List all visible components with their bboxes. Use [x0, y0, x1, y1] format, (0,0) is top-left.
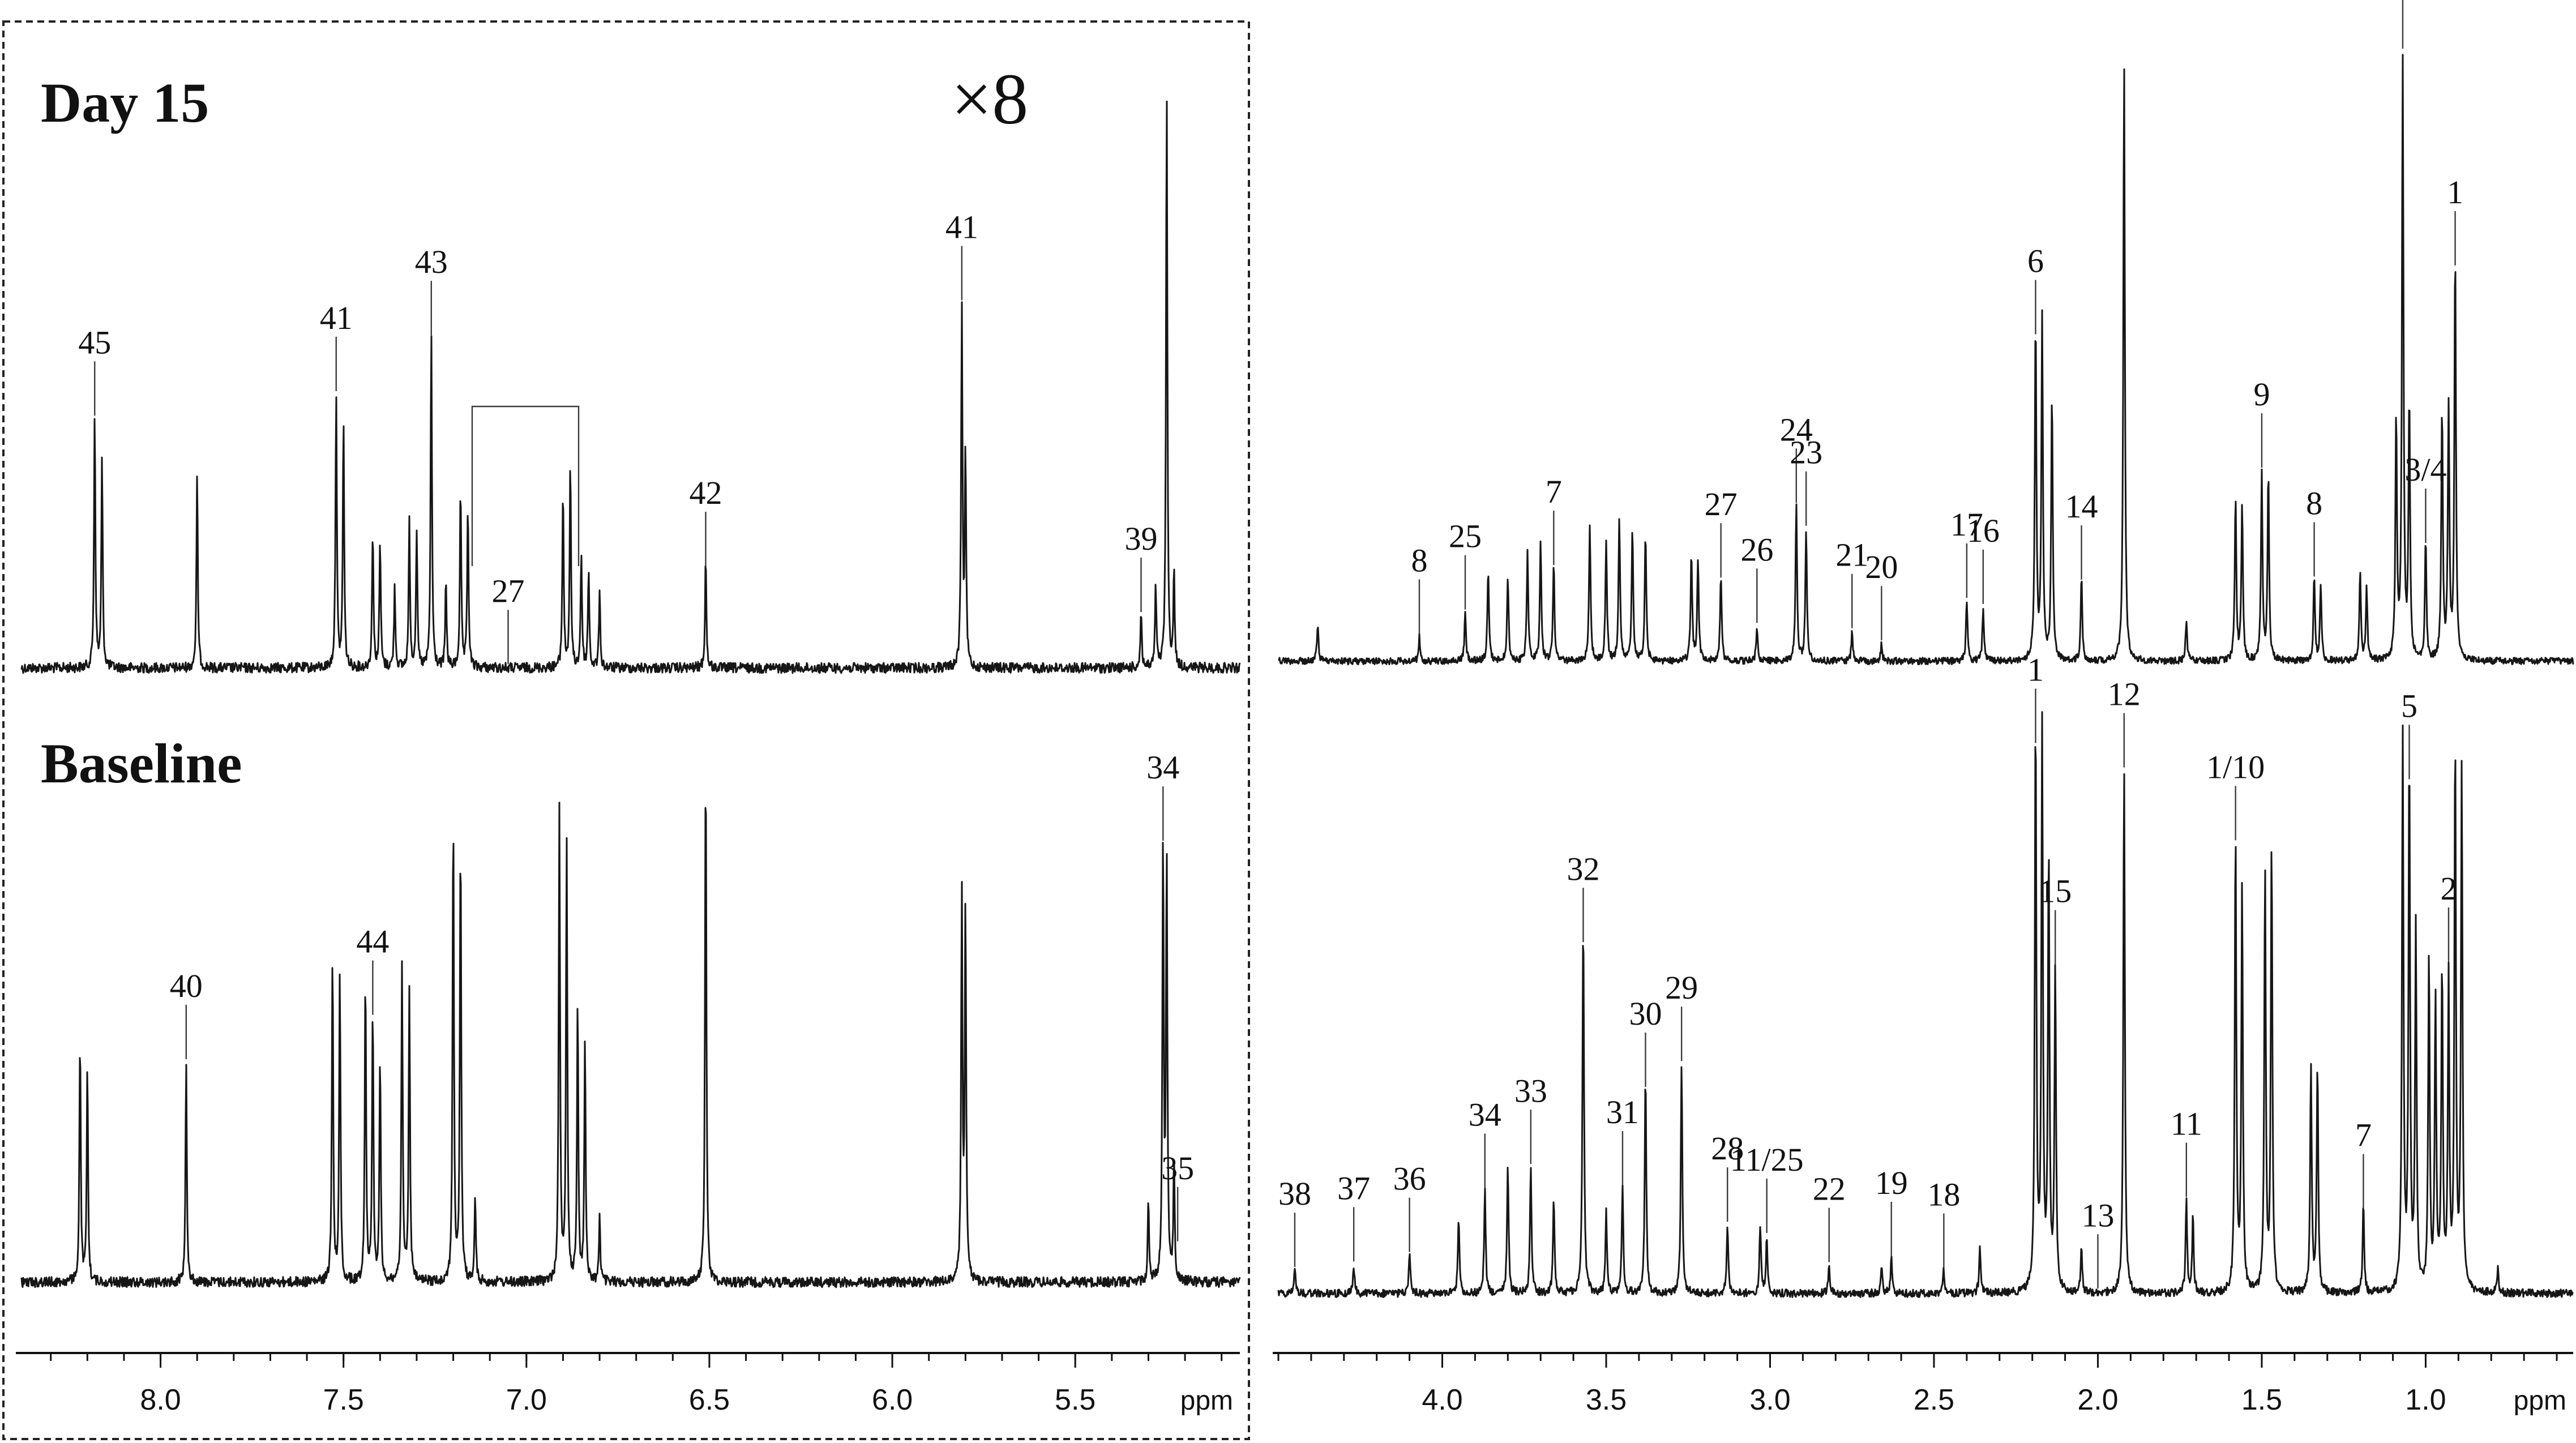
axes-layer: 8.0 7.5 7.0 6.5 6.0 5.5 ppm 4.0 3.5 3.0 2.5 2.0 1.5 1…: [16, 1352, 2573, 1416]
right-baseline-peak-label-10: 11/25: [1730, 1141, 1804, 1178]
right-baseline-peak-label-21: 5: [2401, 687, 2417, 724]
right-baseline-peak-label-18: 11: [2171, 1106, 2202, 1142]
right-tick-label-4: 2.0: [2077, 1384, 2118, 1416]
right-day15-peak-label-9: 17: [1950, 506, 1983, 543]
right-baseline-peak-label-17: 12: [2108, 676, 2141, 713]
right-day15-peak-label-6: 23: [1790, 434, 1822, 471]
right-baseline-peak-label-8: 29: [1665, 969, 1698, 1006]
left-baseline-peak-label-3: 35: [1161, 1150, 1194, 1187]
right-baseline-peak-label-9: 28: [1711, 1130, 1744, 1167]
left-day15-peak-label-2: 43: [415, 243, 448, 280]
right-day15-peak-label-4: 26: [1740, 531, 1773, 568]
right-baseline-peak-label-14: 1: [2027, 652, 2044, 688]
right-day15-peak-label-2: 7: [1546, 473, 1562, 510]
left-day15-peak-label-6: 39: [1125, 520, 1158, 557]
left-day15-peak-label-1: 41: [320, 299, 353, 336]
right-baseline-peak-label-20: 7: [2355, 1117, 2372, 1154]
left-tick-label-5: 5.5: [1055, 1384, 1096, 1416]
right-day15-peak-label-17: 1: [2447, 174, 2463, 211]
right-day15-peak-label-11: 6: [2027, 242, 2044, 279]
left-baseline-title: Baseline: [41, 732, 242, 795]
right-baseline-peak-label-16: 13: [2081, 1197, 2114, 1234]
left-day15-peak-label-5: 41: [945, 209, 978, 246]
right-baseline-peak-label-2: 36: [1393, 1161, 1426, 1197]
left-tick-label-0: 8.0: [140, 1384, 181, 1416]
left-bracket-27: [471, 405, 580, 566]
right-day15-peak-label-12: 14: [2065, 488, 2098, 525]
right-baseline-peak-label-4: 33: [1514, 1072, 1547, 1109]
right-day15-peak-label-8: 20: [1865, 549, 1898, 585]
right-baseline-peak-label-22: 2: [2440, 870, 2457, 907]
right-day15-peak-label-0: 8: [1411, 542, 1427, 579]
right-tick-label-5: 1.5: [2241, 1384, 2282, 1416]
left-day15-title: Day 15: [41, 71, 209, 134]
right-baseline-peak-label-3: 34: [1469, 1096, 1501, 1133]
left-baseline-peak-label-0: 40: [170, 967, 203, 1004]
right-tick-label-1: 3.5: [1586, 1384, 1627, 1416]
left-day15-peak-label-4: 42: [689, 474, 722, 511]
right-tick-label-6: 1.0: [2405, 1384, 2446, 1416]
right-baseline-peak-label-11: 22: [1813, 1170, 1846, 1207]
right-baseline-peak-label-19: 1/10: [2206, 748, 2265, 785]
right-baseline-peak-label-7: 30: [1629, 995, 1662, 1032]
left-axis-unit-label: ppm: [1180, 1386, 1233, 1416]
right-baseline-peak-label-15: 15: [2039, 873, 2072, 910]
left-tick-label-2: 7.0: [506, 1384, 547, 1416]
right-day15-peak-label-16: 3/4: [2404, 451, 2446, 488]
right-day15-peak-label-14: 8: [2306, 485, 2322, 522]
left-tick-label-1: 7.5: [323, 1384, 364, 1416]
left-day15-peak-label-0: 45: [78, 324, 111, 361]
right-day15-peak-label-7: 21: [1835, 537, 1868, 573]
left-day15-peak-label-3: 27: [492, 572, 525, 609]
right-baseline-peak-label-5: 32: [1567, 850, 1599, 887]
left-panel-dashed-frame: [2, 20, 1250, 1440]
left-baseline-peak-label-2: 34: [1146, 749, 1179, 786]
right-day15-peak-label-13: 9: [2253, 376, 2270, 413]
right-baseline-peak-label-6: 31: [1606, 1094, 1639, 1131]
right-baseline-peak-label-12: 19: [1875, 1164, 1908, 1201]
right-day15-peak-label-1: 25: [1449, 518, 1482, 555]
right-day15-peak-label-10: 16: [1967, 512, 2000, 549]
right-axis-unit-label: ppm: [2514, 1386, 2566, 1416]
right-day15-peak-label-5: 24: [1780, 411, 1813, 448]
left-tick-label-3: 6.5: [689, 1384, 730, 1416]
right-tick-label-0: 4.0: [1422, 1384, 1462, 1416]
spectra-layer: [20, 54, 2574, 1298]
left-baseline-peak-label-1: 44: [356, 923, 389, 960]
right-baseline-peak-label-0: 38: [1278, 1175, 1311, 1212]
right-baseline-peak-label-1: 37: [1337, 1170, 1370, 1206]
right-day15-peak-label-3: 27: [1705, 486, 1738, 523]
left-spectrum-day15: [20, 100, 1241, 674]
left-spectrum-baseline: [20, 802, 1241, 1288]
right-tick-label-2: 3.0: [1749, 1384, 1790, 1416]
right-baseline-peak-label-13: 18: [1927, 1176, 1960, 1213]
left-scale-factor-label: ×8: [951, 59, 1028, 139]
right-tick-label-3: 2.5: [1914, 1384, 1954, 1416]
right-spectrum-baseline: [1277, 711, 2574, 1298]
right-spectrum-day15: [1278, 54, 2574, 666]
left-tick-label-4: 6.0: [872, 1384, 913, 1416]
